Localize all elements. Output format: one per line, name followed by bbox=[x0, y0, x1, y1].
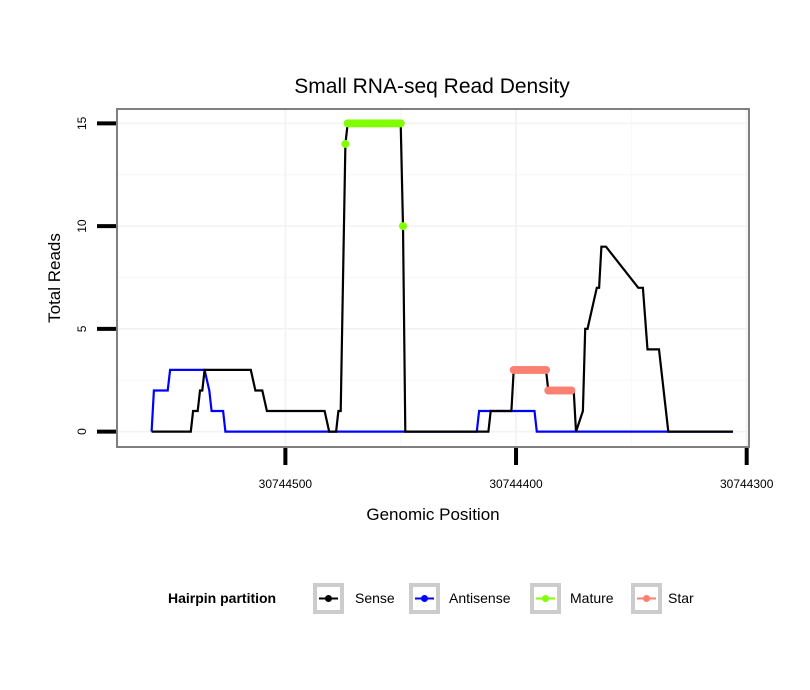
y-tick-label: 15 bbox=[75, 116, 89, 130]
legend-key-point-sense bbox=[325, 595, 332, 602]
panel-background bbox=[117, 109, 749, 447]
legend-title: Hairpin partition bbox=[168, 590, 276, 606]
data-point-star bbox=[567, 386, 576, 395]
plot-panel bbox=[116, 108, 750, 448]
series-line-antisense bbox=[150, 368, 733, 433]
legend-label-mature: Mature bbox=[570, 590, 614, 606]
x-axis: 30744500 30744400 30744300 bbox=[259, 448, 774, 491]
y-tick-label: 5 bbox=[75, 325, 89, 332]
y-tick-label: 0 bbox=[75, 428, 89, 435]
y-axis-title: Total Reads bbox=[45, 233, 64, 323]
legend-item-mature: Mature bbox=[530, 583, 614, 614]
data-point-mature bbox=[399, 222, 408, 231]
data-point-mature bbox=[396, 119, 405, 128]
legend: Hairpin partition Sense Antisense Mature St… bbox=[168, 583, 694, 614]
series-line-sense bbox=[151, 122, 733, 433]
panel-border bbox=[116, 108, 750, 448]
legend-key-point-mature bbox=[542, 595, 549, 602]
legend-key-point-antisense bbox=[421, 595, 428, 602]
legend-label-antisense: Antisense bbox=[449, 590, 511, 606]
x-tick-label: 30744500 bbox=[259, 477, 313, 491]
x-tick-label: 30744400 bbox=[489, 477, 543, 491]
legend-key-point-star bbox=[643, 595, 650, 602]
x-axis-title: Genomic Position bbox=[366, 505, 499, 524]
x-tick-label: 30744300 bbox=[720, 477, 774, 491]
legend-label-sense: Sense bbox=[355, 590, 395, 606]
data-point-star bbox=[542, 365, 551, 374]
legend-label-star: Star bbox=[668, 590, 694, 606]
data-point-mature bbox=[341, 139, 350, 148]
chart-title: Small RNA-seq Read Density bbox=[294, 75, 570, 98]
legend-item-sense: Sense bbox=[313, 583, 395, 614]
y-tick-label: 10 bbox=[75, 219, 89, 233]
legend-item-antisense: Antisense bbox=[409, 583, 511, 614]
y-axis: 0 5 10 15 bbox=[75, 116, 116, 435]
series-layer bbox=[150, 119, 733, 433]
legend-item-star: Star bbox=[631, 583, 694, 614]
